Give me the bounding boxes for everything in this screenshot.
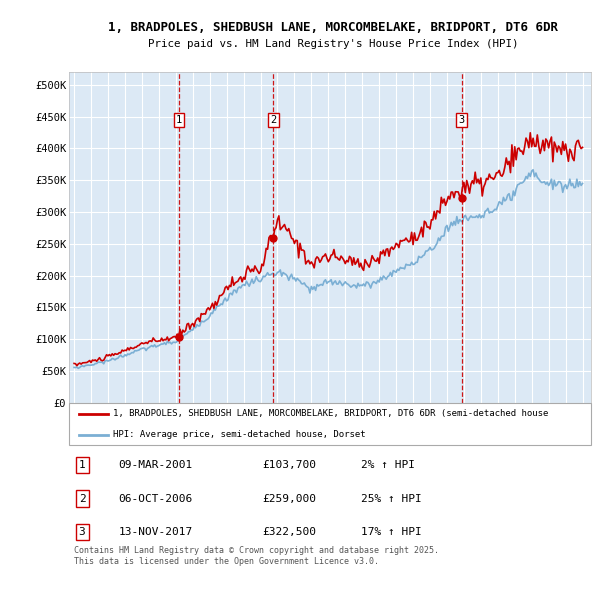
Text: 2: 2 <box>270 115 277 125</box>
Text: 1, BRADPOLES, SHEDBUSH LANE, MORCOMBELAKE, BRIDPORT, DT6 6DR (semi-detached hous: 1, BRADPOLES, SHEDBUSH LANE, MORCOMBELAK… <box>113 409 549 418</box>
Text: 3: 3 <box>458 115 465 125</box>
Text: 2: 2 <box>79 494 85 504</box>
FancyBboxPatch shape <box>69 403 591 445</box>
Text: £259,000: £259,000 <box>262 494 316 504</box>
Text: 09-MAR-2001: 09-MAR-2001 <box>119 460 193 470</box>
Text: 2% ↑ HPI: 2% ↑ HPI <box>361 460 415 470</box>
Text: 3: 3 <box>79 527 85 537</box>
Text: 1, BRADPOLES, SHEDBUSH LANE, MORCOMBELAKE, BRIDPORT, DT6 6DR: 1, BRADPOLES, SHEDBUSH LANE, MORCOMBELAK… <box>108 21 558 34</box>
Text: Price paid vs. HM Land Registry's House Price Index (HPI): Price paid vs. HM Land Registry's House … <box>148 39 518 49</box>
Text: 06-OCT-2006: 06-OCT-2006 <box>119 494 193 504</box>
Text: Contains HM Land Registry data © Crown copyright and database right 2025.
This d: Contains HM Land Registry data © Crown c… <box>74 546 439 566</box>
Text: 25% ↑ HPI: 25% ↑ HPI <box>361 494 422 504</box>
Text: HPI: Average price, semi-detached house, Dorset: HPI: Average price, semi-detached house,… <box>113 430 366 439</box>
Text: 1: 1 <box>176 115 182 125</box>
Text: £103,700: £103,700 <box>262 460 316 470</box>
Text: 1: 1 <box>79 460 85 470</box>
Text: 13-NOV-2017: 13-NOV-2017 <box>119 527 193 537</box>
Text: 17% ↑ HPI: 17% ↑ HPI <box>361 527 422 537</box>
Text: £322,500: £322,500 <box>262 527 316 537</box>
